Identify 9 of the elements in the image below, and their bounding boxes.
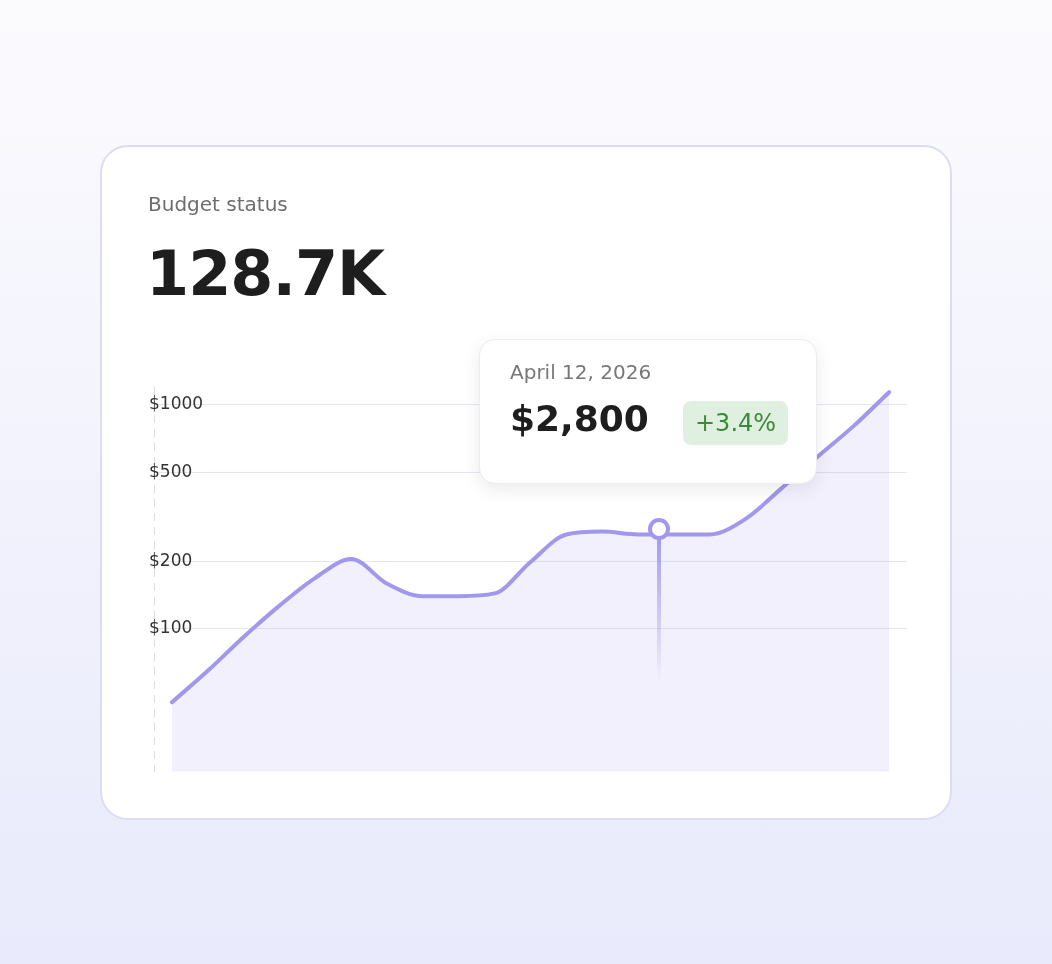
y-tick-label: $100	[149, 617, 193, 638]
y-tick-label: $500	[149, 460, 193, 481]
chart-title: Budget status	[148, 192, 288, 216]
chart-subtitle: 128.7K	[146, 237, 385, 310]
text: April 12, 2026	[510, 360, 652, 384]
y-tick-label: $1000	[149, 393, 204, 414]
annotation: $2,800	[510, 398, 649, 439]
y-tick-label: $200	[149, 549, 193, 570]
annotation: +3.4%	[683, 401, 789, 445]
